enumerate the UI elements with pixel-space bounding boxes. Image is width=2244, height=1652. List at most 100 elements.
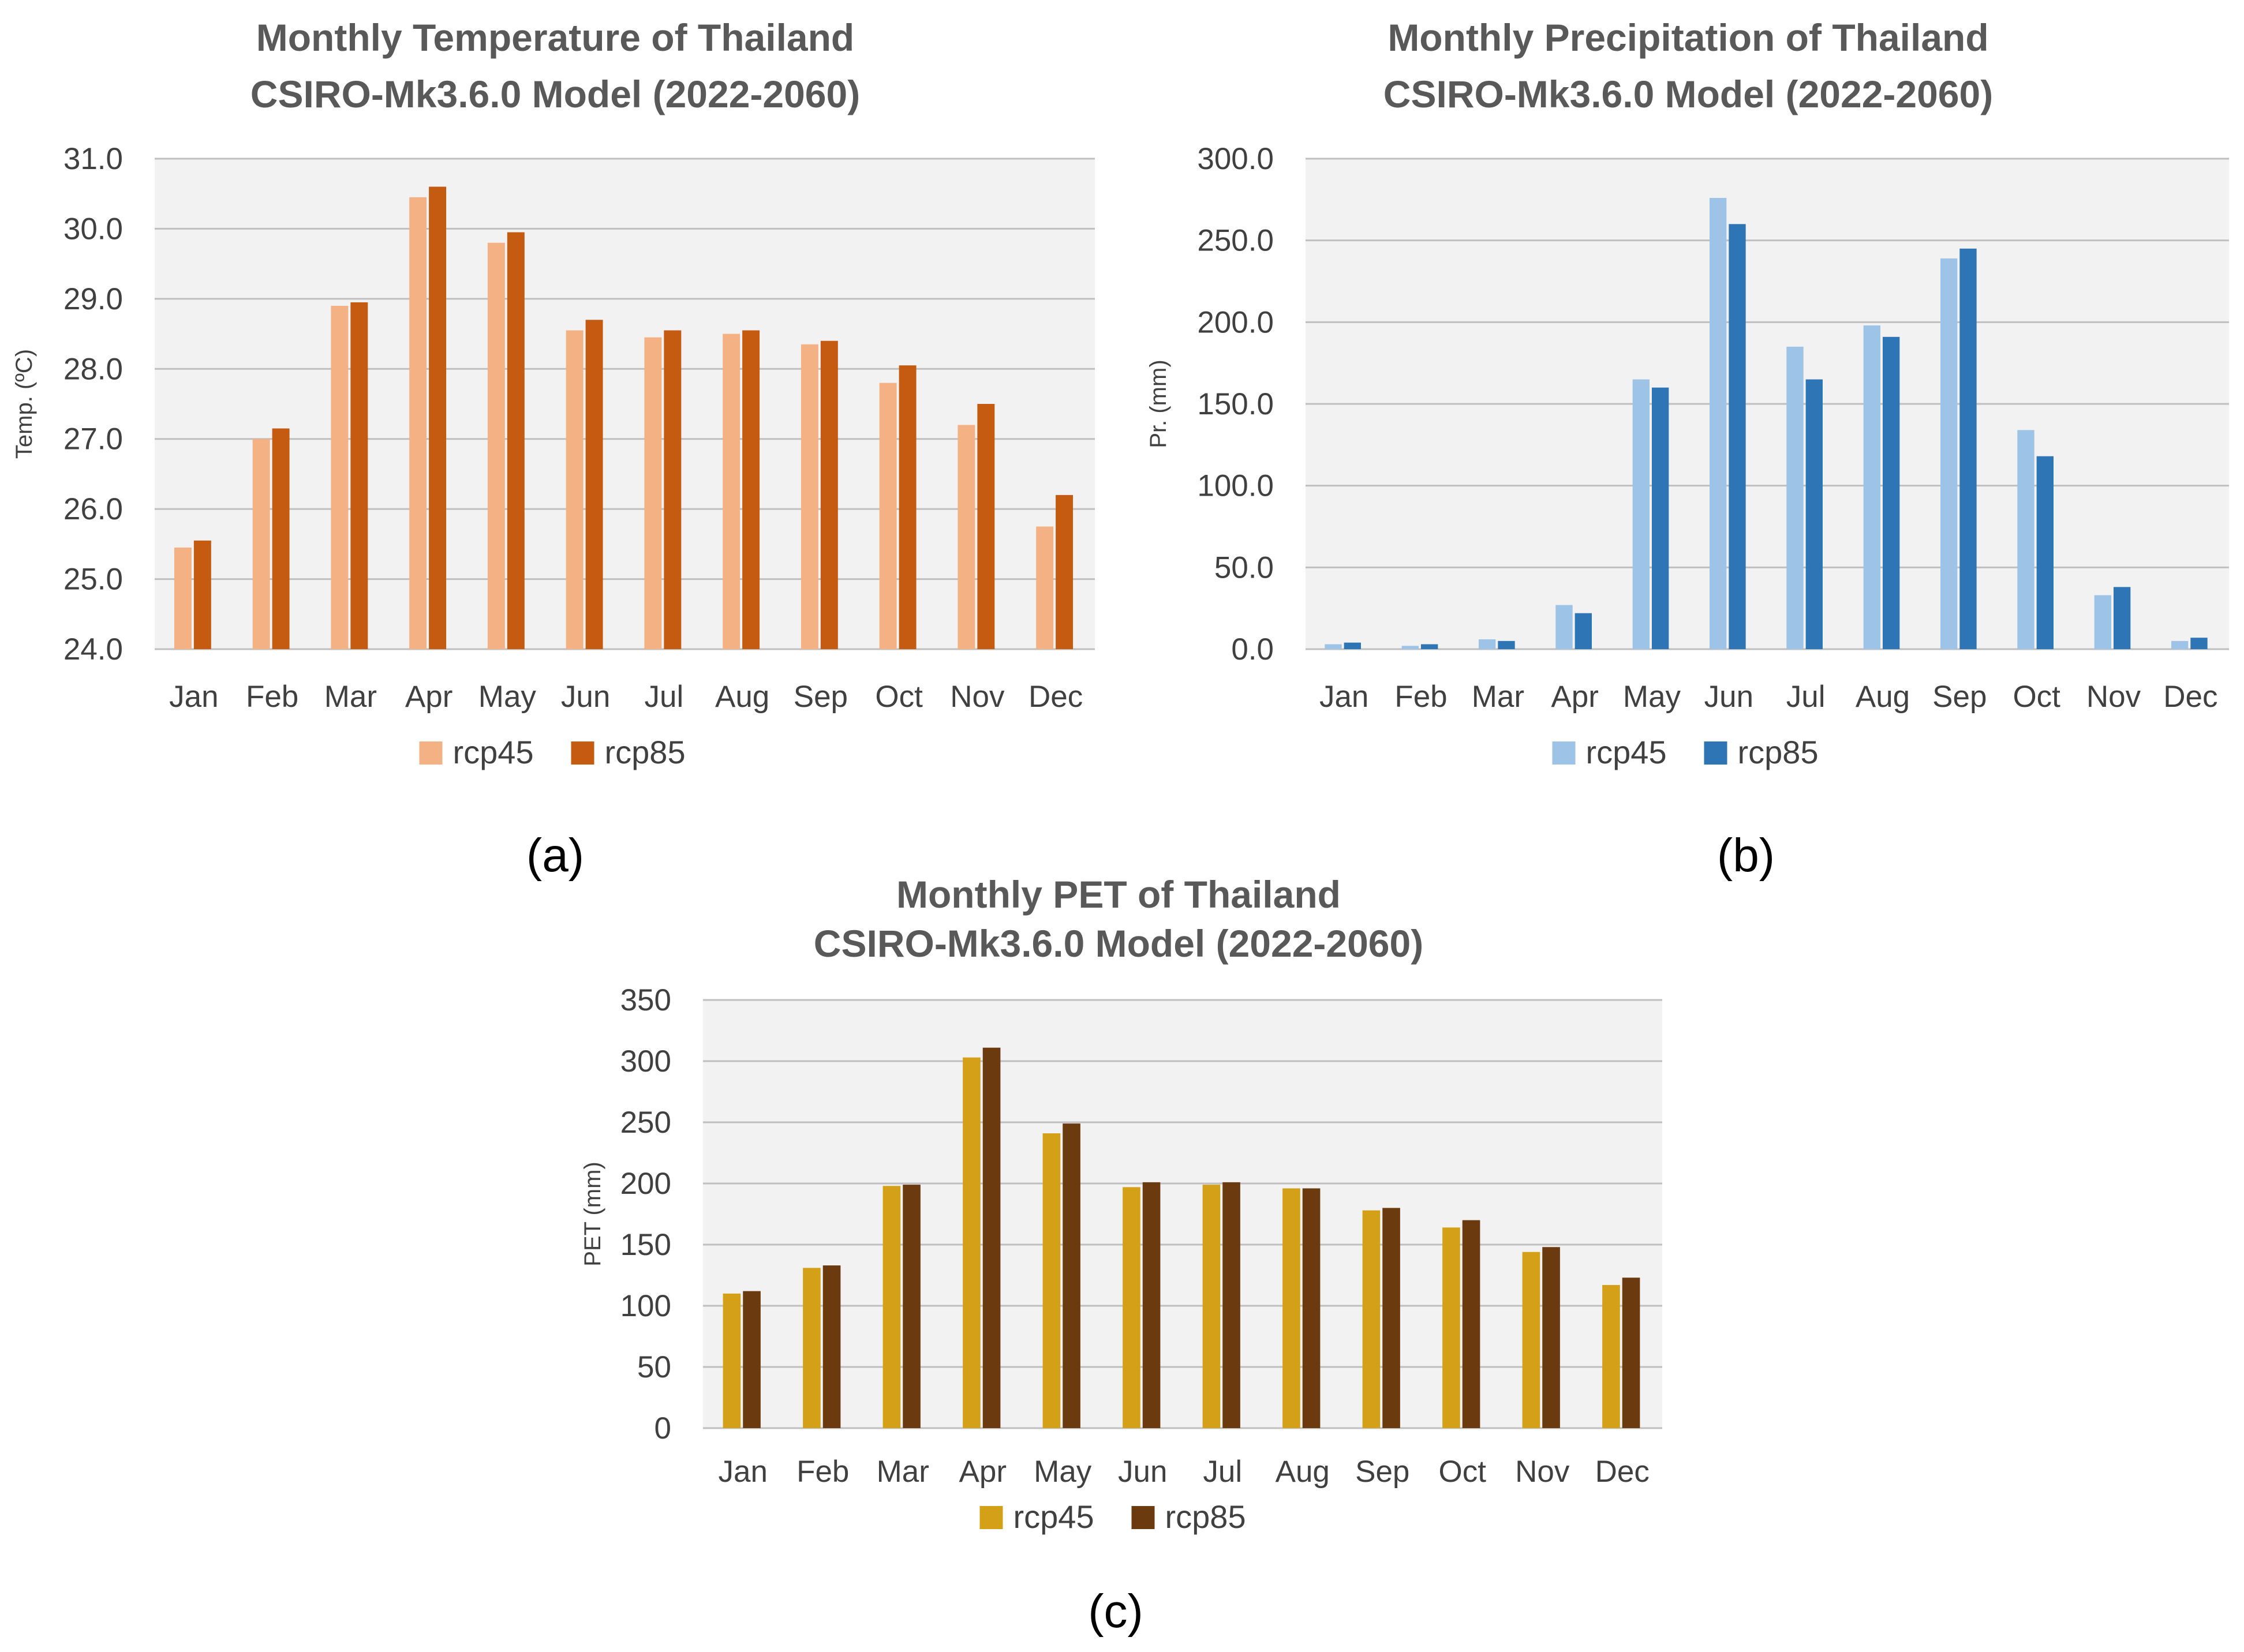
bar-rcp85-dec [1056,495,1074,649]
legend-swatch-rcp45 [419,741,443,765]
x-tick-label: May [1034,1455,1092,1489]
y-tick-label: 300 [620,1044,671,1078]
bar-rcp45-sep [1362,1210,1381,1428]
x-tick-label: Mar [324,680,377,714]
bar-rcp85-may [1652,387,1669,649]
x-tick-label: Oct [875,680,923,714]
x-tick-label: May [478,680,537,714]
x-tick-label: Nov [1515,1455,1570,1489]
x-tick-label: Oct [2013,680,2060,714]
bar-rcp45-aug [723,334,740,649]
bar-rcp45-dec [1602,1284,1620,1428]
bar-rcp45-aug [1282,1188,1300,1428]
bar-rcp85-apr [982,1047,1001,1428]
bar-rcp45-aug [1863,325,1880,649]
bar-rcp45-apr [963,1057,981,1428]
legend-label-rcp85: rcp85 [1165,1499,1246,1535]
x-tick-label: Mar [1472,680,1524,714]
bar-rcp45-sep [801,344,818,649]
x-tick-label: Jul [1203,1455,1242,1489]
panel-label-a: (a) [526,829,584,882]
bar-rcp45-dec [2171,640,2189,649]
bar-rcp85-dec [1622,1278,1640,1428]
bar-rcp85-jan [193,540,211,649]
x-tick-label: Feb [1394,680,1447,714]
legend-swatch-rcp85 [1131,1506,1155,1529]
bar-rcp85-jun [1142,1182,1161,1428]
x-tick-label: Feb [246,680,298,714]
bar-rcp85-oct [1462,1220,1480,1428]
bar-rcp45-oct [2017,430,2034,649]
legend-swatch-rcp85 [1704,741,1727,765]
panel-label-b: (b) [1717,829,1775,882]
y-axis-label: PET (mm) [580,1162,605,1266]
legend-swatch-rcp85 [571,741,594,765]
bar-rcp45-may [487,242,505,649]
x-tick-label: Dec [1595,1455,1650,1489]
x-tick-label: May [1623,680,1681,714]
y-tick-label: 250 [620,1106,671,1140]
y-axis-label: Temp. (ºC) [12,349,37,459]
x-tick-label: Mar [877,1455,929,1489]
legend-label-rcp85: rcp85 [605,734,686,770]
bar-rcp85-jun [585,320,603,649]
bar-rcp85-dec [2190,638,2208,649]
chart-subtitle: CSIRO-Mk3.6.0 Model (2022-2060) [814,922,1423,965]
bar-rcp85-jul [1222,1182,1240,1428]
y-tick-label: 200 [620,1167,671,1201]
bar-rcp85-mar [1498,640,1515,649]
bar-rcp85-oct [899,365,917,649]
bar-rcp85-feb [822,1265,841,1428]
y-tick-label: 30.0 [63,212,123,246]
x-tick-label: Jan [719,1455,768,1489]
x-tick-label: Aug [1276,1455,1330,1489]
chart-subtitle: CSIRO-Mk3.6.0 Model (2022-2060) [1383,73,1993,115]
y-tick-label: 250.0 [1197,224,1274,258]
y-tick-label: 26.0 [63,492,123,526]
bar-rcp45-jul [1786,346,1804,649]
x-tick-label: Nov [950,680,1005,714]
y-tick-label: 200.0 [1197,305,1274,339]
y-tick-label: 27.0 [63,422,123,456]
bar-rcp45-nov [958,425,975,649]
bar-rcp85-sep [1382,1208,1400,1428]
y-tick-label: 100 [620,1289,671,1323]
panel-label-c: (c) [1088,1585,1143,1638]
bar-rcp85-sep [1959,248,1977,649]
y-tick-label: 29.0 [63,282,123,316]
y-tick-label: 100.0 [1197,469,1274,503]
bar-rcp45-may [1042,1133,1061,1428]
bar-rcp45-oct [879,383,897,649]
bar-rcp45-jan [1325,644,1342,649]
x-tick-label: Sep [1932,680,1987,714]
y-tick-label: 0 [654,1411,671,1445]
x-tick-label: Jun [1118,1455,1167,1489]
bar-rcp85-aug [1883,336,1900,649]
x-tick-label: Jan [1319,680,1368,714]
x-tick-label: Jan [169,680,218,714]
chart-title: Monthly Precipitation of Thailand [1387,16,1988,59]
y-tick-label: 50 [637,1350,671,1384]
x-tick-label: Dec [2163,680,2217,714]
bar-rcp45-jul [1202,1185,1221,1428]
bar-rcp85-nov [1542,1247,1560,1428]
bar-rcp85-aug [1302,1188,1321,1428]
x-tick-label: Aug [1856,680,1910,714]
bar-rcp85-jan [1344,642,1361,649]
bar-rcp85-apr [1574,613,1592,649]
y-axis-label: Pr. (mm) [1146,359,1171,448]
x-tick-label: Feb [796,1455,849,1489]
legend-swatch-rcp45 [1552,741,1576,765]
x-tick-label: Jul [644,680,683,714]
bar-rcp45-nov [2094,595,2111,649]
bar-rcp45-oct [1442,1227,1460,1428]
bar-rcp45-mar [882,1186,901,1428]
bar-rcp85-jan [743,1291,761,1428]
bar-rcp85-nov [2114,587,2131,649]
legend-label-rcp45: rcp45 [1586,734,1667,770]
bar-rcp45-jan [174,547,192,649]
bar-rcp85-oct [2036,456,2054,649]
chart-title: Monthly Temperature of Thailand [256,16,855,59]
chart-subtitle: CSIRO-Mk3.6.0 Model (2022-2060) [250,73,860,115]
x-tick-label: Sep [1355,1455,1409,1489]
